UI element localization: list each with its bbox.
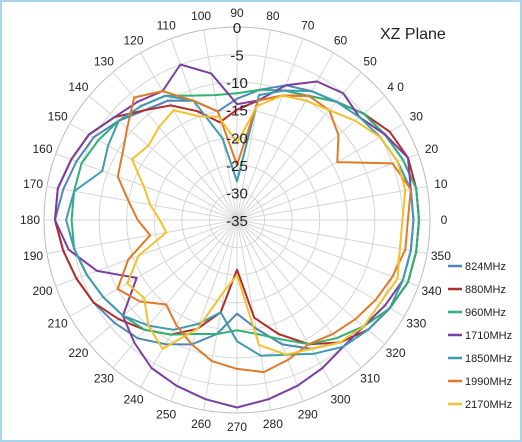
angle-tick-label: 220 [68,346,88,360]
angle-tick-label: 330 [406,317,426,331]
radial-tick-label: -10 [226,75,248,92]
angle-tick-label: 310 [360,372,380,386]
angle-tick-label: 170 [23,177,43,191]
series-line-1850mhz [65,89,415,357]
angle-tick-label: 90 [230,6,244,20]
grid-spoke [46,185,238,221]
series-line-1710mhz [54,63,415,409]
angle-tick-label: 30 [410,110,424,124]
angle-tick-label: 50 [363,54,377,68]
grid-spoke [170,219,238,402]
grid-spoke [202,29,238,221]
grid-spoke [236,219,428,255]
grid-spoke [236,185,428,221]
grid-spoke [170,38,238,221]
grid-spoke [202,219,238,411]
series-line-1990mhz [116,90,412,374]
legend-label: 880MHz [465,284,506,296]
angle-tick-label: 190 [23,249,43,263]
angle-tick-label: 250 [156,408,176,422]
angle-tick-label: 110 [157,19,176,33]
angle-tick-label: 0 [441,213,448,227]
legend-label: 2170MHz [465,399,512,411]
angle-tick-label: 280 [263,417,283,431]
angle-tick-label: 290 [298,408,318,422]
grid-spoke [140,52,238,221]
angle-tick-label: 340 [421,284,441,298]
angle-tick-label: 300 [330,392,350,406]
legend-label: 960MHz [465,307,506,319]
radial-tick-label: -25 [226,158,248,175]
grid-spoke [236,219,419,287]
angle-tick-label: 70 [301,19,315,33]
radial-tick-label: -30 [226,185,248,202]
radial-tick-label: 0 [233,20,241,37]
legend-label: 1710MHz [465,330,512,342]
angle-tick-label: 350 [431,249,451,263]
angle-tick-label: 130 [94,54,114,68]
angle-tick-label: 200 [32,284,52,298]
grid-spoke [236,29,272,221]
angle-tick-label: 120 [123,34,143,48]
grid-spoke [236,219,386,345]
legend-label: 1850MHz [465,353,512,365]
grid-spoke [55,153,238,221]
grid-spoke [236,219,304,402]
radial-tick-label: -20 [226,130,248,147]
grid-spoke [236,71,362,221]
radial-tick-label: -35 [226,213,248,230]
angle-tick-label: 60 [334,34,348,48]
chart-title: XZ Plane [380,26,446,43]
legend: 824MHz 880MHz 960MHz 1710MHz 1850MHz 1990MHz 2… [448,261,512,411]
grid-spoke [140,219,238,388]
angle-tick-label: 240 [123,392,143,406]
series-line-2170mhz [126,94,407,356]
angle-tick-label: 320 [386,346,406,360]
angle-tick-label: 4 0 [387,80,404,94]
grid-spoke [236,123,405,221]
angle-tick-label: 210 [48,317,68,331]
grid-spoke [46,219,238,255]
angle-tick-label: 230 [94,372,114,386]
angle-tick-label: 270 [227,420,247,434]
angle-tick-label: 150 [48,110,68,124]
legend-label: 824MHz [465,261,506,273]
angle-tick-label: 180 [20,213,40,227]
angle-tick-label: 160 [32,142,52,156]
radial-tick-label: -5 [230,48,243,65]
angle-tick-label: 140 [68,80,88,94]
angle-tick-label: 20 [425,142,439,156]
angle-tick-label: 80 [266,9,280,23]
angle-tick-label: 260 [191,417,211,431]
grid-spoke [236,153,419,221]
radial-tick-label: -15 [226,103,248,120]
series-layer [54,63,420,409]
angle-tick-label: 100 [191,9,211,23]
grid-spoke [236,219,334,388]
grid-spoke [236,38,304,221]
grid-spoke [69,219,238,317]
radial-labels: 0 -5 -10 -15 -20 -25 -30 -35 [226,20,248,230]
legend-label: 1990MHz [465,376,512,388]
angle-tick-label: 10 [434,177,448,191]
